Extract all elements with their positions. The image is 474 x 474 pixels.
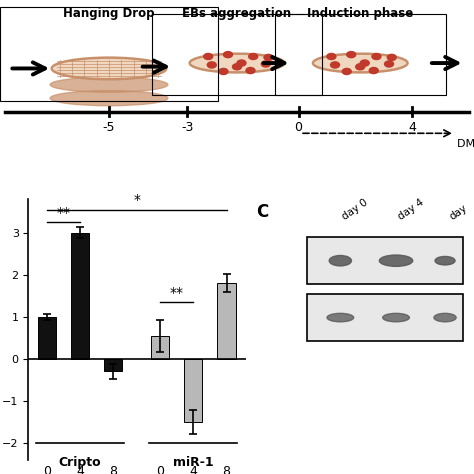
FancyBboxPatch shape (307, 294, 463, 341)
Bar (71, 233, 89, 359)
Text: **: ** (56, 206, 71, 219)
Ellipse shape (356, 64, 365, 70)
Bar (184, 359, 202, 422)
Ellipse shape (342, 68, 351, 74)
Text: day: day (447, 203, 469, 222)
Bar (151, 336, 169, 359)
Bar (104, 359, 122, 372)
Ellipse shape (192, 54, 282, 72)
Ellipse shape (387, 55, 396, 61)
Ellipse shape (327, 54, 336, 60)
Ellipse shape (223, 52, 232, 58)
Ellipse shape (369, 67, 378, 73)
Ellipse shape (372, 54, 381, 60)
Ellipse shape (264, 55, 273, 61)
Text: day 4: day 4 (396, 197, 426, 222)
Text: 0: 0 (295, 121, 302, 134)
Ellipse shape (55, 58, 164, 79)
Ellipse shape (246, 67, 255, 73)
Ellipse shape (330, 62, 339, 68)
Text: -3: -3 (181, 121, 193, 134)
FancyBboxPatch shape (307, 237, 463, 284)
Ellipse shape (360, 60, 369, 66)
Ellipse shape (249, 54, 258, 60)
Ellipse shape (327, 313, 354, 322)
Ellipse shape (384, 61, 393, 67)
Ellipse shape (204, 54, 213, 60)
Ellipse shape (383, 313, 410, 322)
Ellipse shape (219, 68, 228, 74)
Text: EBs aggregation: EBs aggregation (182, 7, 292, 20)
Text: 4: 4 (409, 121, 416, 134)
Ellipse shape (329, 255, 351, 266)
Text: Cripto: Cripto (59, 456, 101, 469)
Text: *: * (133, 193, 140, 207)
Text: day 0: day 0 (340, 197, 370, 222)
Text: miR-1: miR-1 (173, 456, 213, 469)
Text: C: C (256, 203, 268, 221)
Ellipse shape (315, 54, 405, 72)
Ellipse shape (379, 255, 413, 266)
Text: Induction phase: Induction phase (307, 7, 413, 20)
Ellipse shape (237, 60, 246, 66)
Ellipse shape (50, 91, 168, 106)
Ellipse shape (207, 62, 216, 68)
Bar (37, 317, 56, 359)
Ellipse shape (435, 256, 455, 265)
Text: **: ** (170, 285, 183, 300)
Bar (218, 283, 236, 359)
Ellipse shape (346, 52, 356, 58)
Ellipse shape (261, 61, 270, 67)
Text: Hanging Drop: Hanging Drop (63, 7, 155, 20)
Ellipse shape (232, 64, 242, 70)
Ellipse shape (50, 77, 168, 92)
Text: DMSO :: DMSO : (457, 139, 474, 149)
Text: -5: -5 (103, 121, 115, 134)
Ellipse shape (434, 313, 456, 322)
